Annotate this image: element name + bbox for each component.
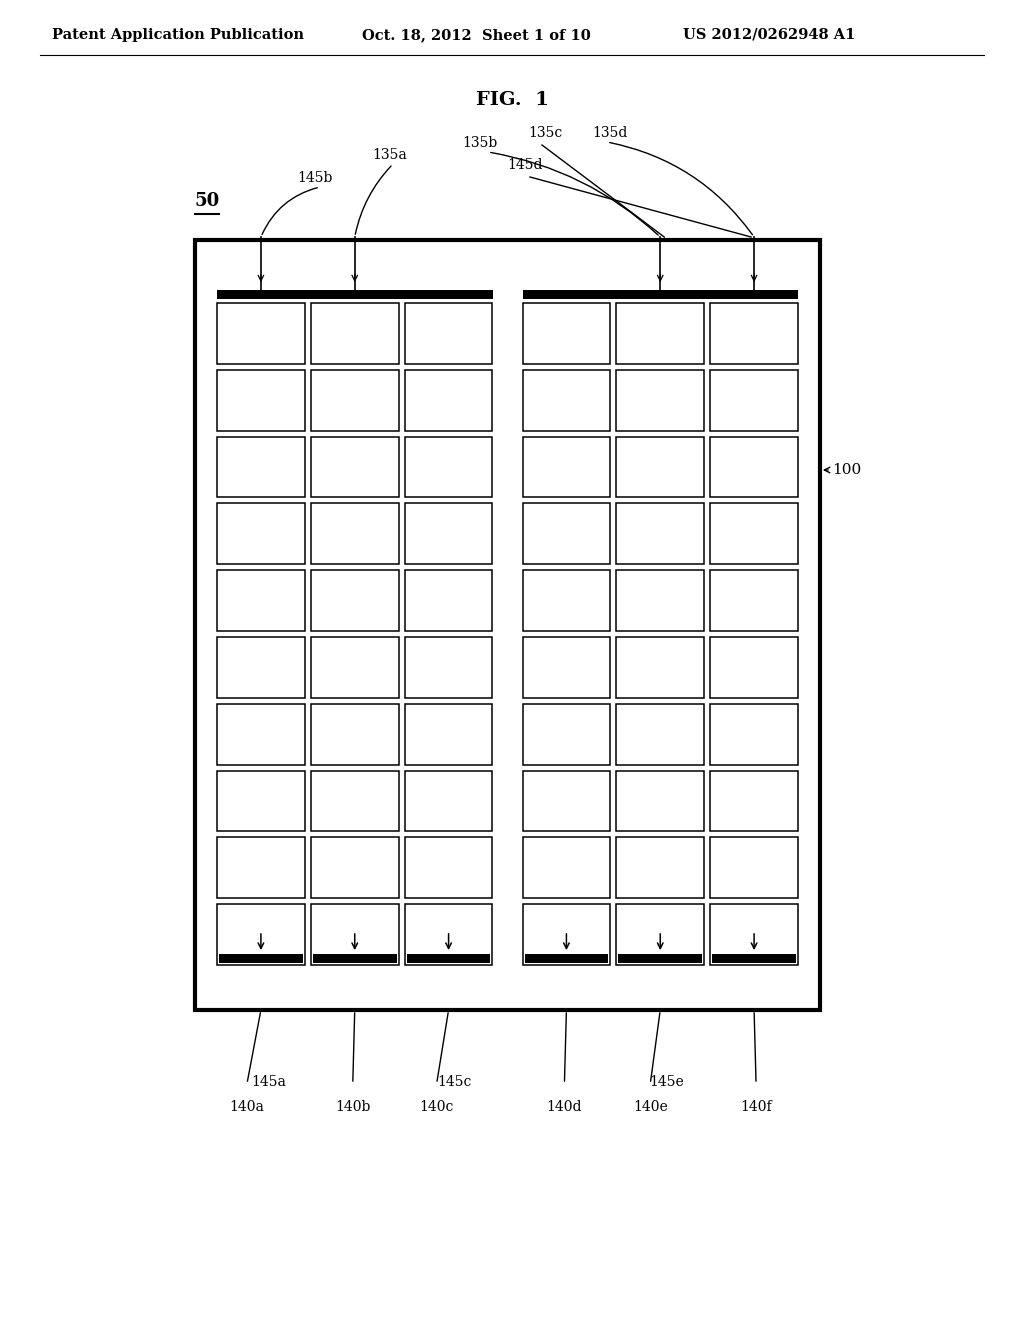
Text: Patent Application Publication: Patent Application Publication bbox=[52, 28, 304, 42]
Bar bbox=[711, 304, 798, 364]
Text: 50: 50 bbox=[195, 191, 220, 210]
Bar bbox=[217, 503, 305, 564]
Bar bbox=[522, 304, 610, 364]
Bar bbox=[404, 771, 493, 832]
Bar bbox=[219, 954, 303, 964]
Bar bbox=[711, 704, 798, 764]
Text: 145e: 145e bbox=[649, 1074, 684, 1089]
Bar bbox=[616, 771, 705, 832]
Bar bbox=[616, 904, 705, 965]
Bar bbox=[616, 437, 705, 498]
Bar bbox=[522, 837, 610, 898]
Bar bbox=[217, 304, 305, 364]
Bar bbox=[217, 370, 305, 430]
Bar bbox=[616, 304, 705, 364]
Bar bbox=[522, 290, 798, 300]
Bar bbox=[404, 704, 493, 764]
Bar bbox=[311, 837, 398, 898]
Bar bbox=[311, 570, 398, 631]
Text: 145c: 145c bbox=[437, 1074, 472, 1089]
Bar bbox=[217, 837, 305, 898]
Bar bbox=[407, 954, 490, 964]
Text: US 2012/0262948 A1: US 2012/0262948 A1 bbox=[683, 28, 855, 42]
Bar bbox=[217, 570, 305, 631]
Bar bbox=[217, 638, 305, 698]
Text: 140a: 140a bbox=[229, 1100, 264, 1114]
Bar bbox=[711, 503, 798, 564]
Bar bbox=[522, 638, 610, 698]
Bar bbox=[711, 837, 798, 898]
Bar bbox=[711, 370, 798, 430]
Bar bbox=[217, 904, 305, 965]
Text: 135a: 135a bbox=[373, 148, 408, 162]
Bar bbox=[311, 503, 398, 564]
Bar bbox=[522, 370, 610, 430]
Bar bbox=[311, 904, 398, 965]
Text: Oct. 18, 2012  Sheet 1 of 10: Oct. 18, 2012 Sheet 1 of 10 bbox=[362, 28, 591, 42]
Bar bbox=[616, 503, 705, 564]
Bar bbox=[404, 370, 493, 430]
Bar bbox=[711, 570, 798, 631]
Bar bbox=[404, 503, 493, 564]
Bar bbox=[711, 638, 798, 698]
Bar bbox=[616, 638, 705, 698]
Bar bbox=[711, 437, 798, 498]
Bar bbox=[311, 771, 398, 832]
Bar bbox=[712, 954, 796, 964]
Bar bbox=[404, 437, 493, 498]
Bar bbox=[524, 954, 608, 964]
Text: 135b: 135b bbox=[463, 136, 498, 150]
Bar bbox=[616, 704, 705, 764]
Bar bbox=[618, 954, 702, 964]
Text: 140f: 140f bbox=[740, 1100, 772, 1114]
Bar bbox=[311, 638, 398, 698]
Bar bbox=[311, 370, 398, 430]
Text: 135c: 135c bbox=[528, 125, 562, 140]
Bar bbox=[616, 370, 705, 430]
Text: 140c: 140c bbox=[420, 1100, 454, 1114]
Bar bbox=[311, 304, 398, 364]
Bar bbox=[711, 904, 798, 965]
Bar bbox=[404, 638, 493, 698]
Bar bbox=[522, 704, 610, 764]
Bar bbox=[311, 704, 398, 764]
Text: FIG.  1: FIG. 1 bbox=[475, 91, 549, 110]
Bar bbox=[522, 771, 610, 832]
Bar bbox=[217, 437, 305, 498]
Text: 145d: 145d bbox=[507, 158, 543, 172]
Bar bbox=[616, 570, 705, 631]
Bar bbox=[404, 904, 493, 965]
Bar bbox=[522, 503, 610, 564]
Bar bbox=[195, 240, 820, 1010]
Text: 145b: 145b bbox=[297, 172, 333, 185]
Text: 140d: 140d bbox=[547, 1100, 583, 1114]
Text: 100: 100 bbox=[831, 463, 861, 477]
Bar bbox=[404, 570, 493, 631]
Bar bbox=[311, 437, 398, 498]
Text: 145a: 145a bbox=[252, 1074, 287, 1089]
Text: 135d: 135d bbox=[592, 125, 628, 140]
Bar bbox=[522, 437, 610, 498]
Bar bbox=[522, 570, 610, 631]
Bar bbox=[616, 837, 705, 898]
Bar bbox=[404, 837, 493, 898]
Bar bbox=[711, 771, 798, 832]
Bar bbox=[217, 771, 305, 832]
Text: 140e: 140e bbox=[633, 1100, 668, 1114]
Bar bbox=[313, 954, 396, 964]
Bar bbox=[522, 904, 610, 965]
Text: 140b: 140b bbox=[335, 1100, 371, 1114]
Bar bbox=[217, 704, 305, 764]
Bar bbox=[217, 290, 493, 300]
Bar bbox=[404, 304, 493, 364]
